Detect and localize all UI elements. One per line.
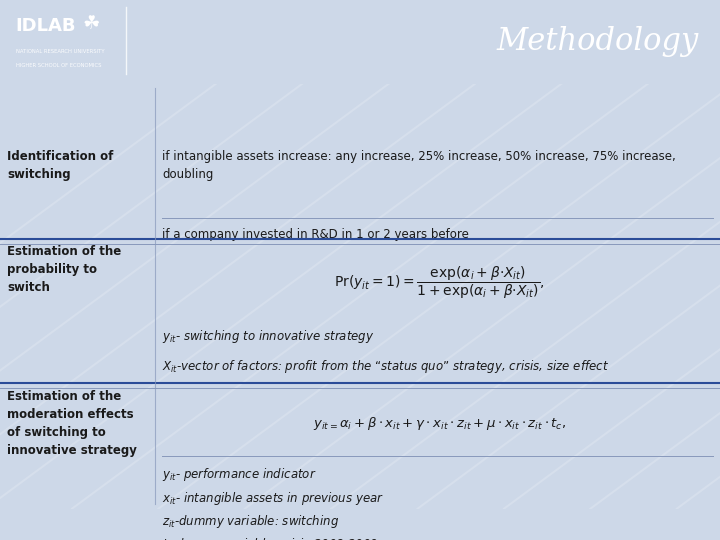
Text: $t_c$-dummy variable: crisis 2008-2009: $t_c$-dummy variable: crisis 2008-2009 <box>162 536 379 540</box>
Text: if intangible assets increase: any increase, 25% increase, 50% increase, 75% inc: if intangible assets increase: any incre… <box>162 150 676 180</box>
Text: $x_{it}$- intangible assets in previous year: $x_{it}$- intangible assets in previous … <box>162 490 384 507</box>
Text: $y_{it=}\alpha_i + \beta \cdot x_{it} + \gamma \cdot x_{it} \cdot z_{it} + \mu \: $y_{it=}\alpha_i + \beta \cdot x_{it} + … <box>312 415 566 432</box>
Text: $z_{it}$-dummy variable: switching: $z_{it}$-dummy variable: switching <box>162 513 339 530</box>
Text: if a company invested in R&D in 1 or 2 years before: if a company invested in R&D in 1 or 2 y… <box>162 228 469 241</box>
Text: $\mathrm{Pr}(y_{it} = 1) = \dfrac{\exp(\alpha_i+\beta{\cdot}X_{it})}{1+\exp(\alp: $\mathrm{Pr}(y_{it} = 1) = \dfrac{\exp(\… <box>334 264 544 301</box>
Text: Estimation of the
probability to
switch: Estimation of the probability to switch <box>7 245 122 294</box>
Text: $y_{it}$- switching to innovative strategy: $y_{it}$- switching to innovative strate… <box>162 328 374 345</box>
Text: Identification of
switching: Identification of switching <box>7 150 114 180</box>
Text: IDLAB: IDLAB <box>16 17 76 35</box>
Text: $y_{it}$- performance indicator: $y_{it}$- performance indicator <box>162 466 317 483</box>
Text: Methodology: Methodology <box>496 26 698 57</box>
Text: HIGHER SCHOOL OF ECONOMICS: HIGHER SCHOOL OF ECONOMICS <box>16 63 102 68</box>
Text: $X_{it}$-vector of factors: profit from the “status quo” strategy, crisis, size : $X_{it}$-vector of factors: profit from … <box>162 358 609 375</box>
Text: NATIONAL RESEARCH UNIVERSITY: NATIONAL RESEARCH UNIVERSITY <box>16 49 104 53</box>
Text: ☘: ☘ <box>83 14 100 33</box>
Text: Estimation of the
moderation effects
of switching to
innovative strategy: Estimation of the moderation effects of … <box>7 390 137 457</box>
